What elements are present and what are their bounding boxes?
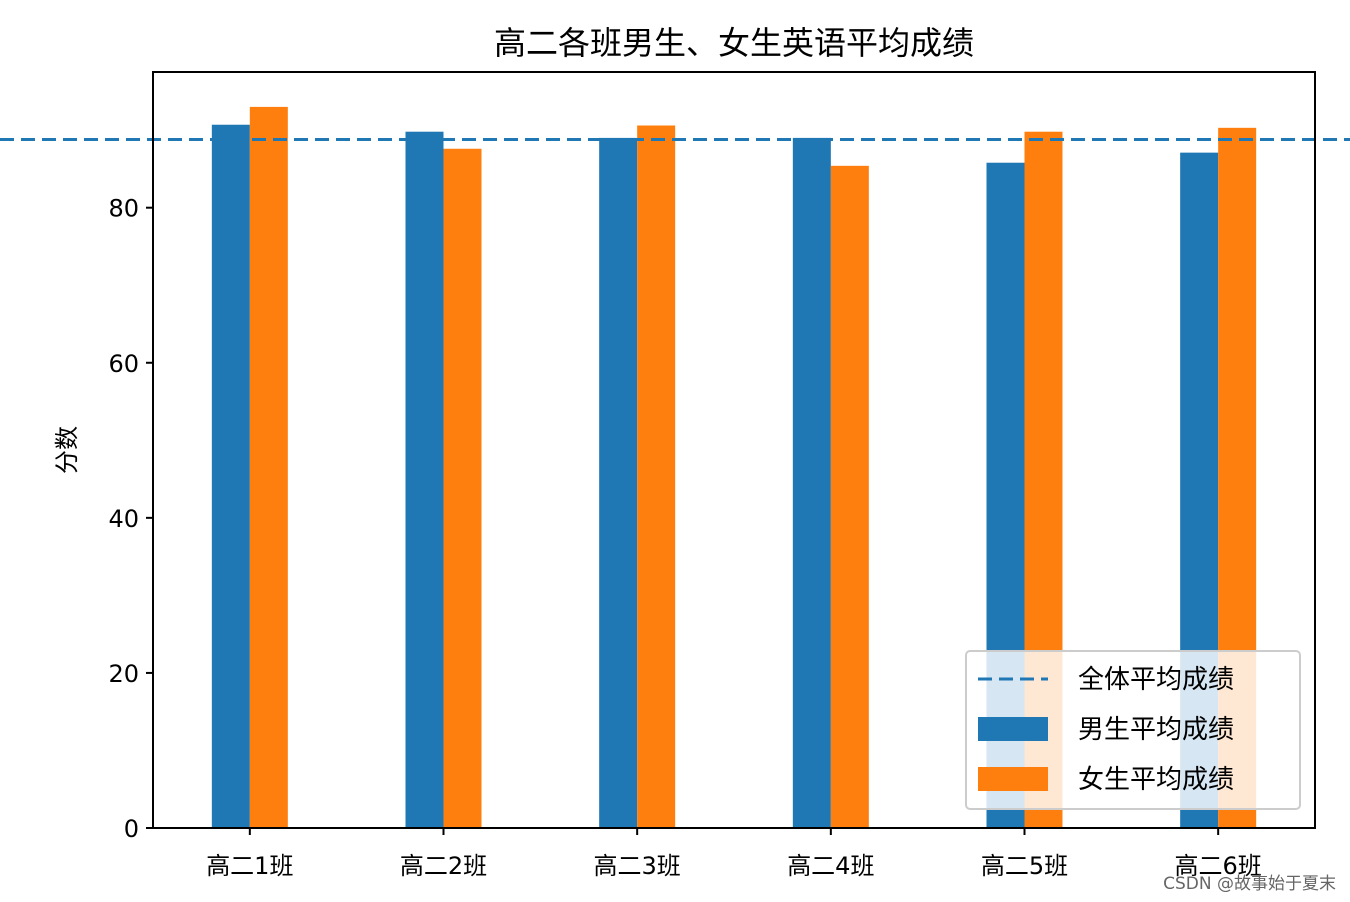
girls-bar-4	[830, 165, 869, 828]
boys-bar-3	[599, 137, 638, 828]
y-tick-label: 80	[108, 195, 139, 223]
chart-title: 高二各班男生、女生英语平均成绩	[494, 24, 974, 62]
axes-frame	[152, 71, 1316, 829]
legend-girls-label: 女生平均成绩	[1078, 765, 1234, 795]
x-tick-label: 高二5班	[981, 852, 1068, 880]
girls-bar-3	[637, 125, 676, 829]
legend-girls-swatch	[978, 767, 1048, 791]
y-tick-label: 20	[108, 660, 139, 688]
legend-boys-swatch	[978, 717, 1048, 741]
x-tick-label: 高二3班	[594, 852, 681, 880]
legend-boys-label: 男生平均成绩	[1078, 715, 1234, 745]
legend-overall-label: 全体平均成绩	[1078, 665, 1234, 695]
x-tick-label: 高二6班	[1175, 852, 1262, 880]
watermark: CSDN @故事始于夏末	[1163, 874, 1336, 894]
y-axis-label: 分数	[53, 426, 81, 474]
y-tick-label: 60	[108, 350, 139, 378]
x-tick-label: 高二1班	[206, 852, 293, 880]
girls-bar-2	[443, 148, 482, 829]
y-tick-label: 40	[108, 505, 139, 533]
x-tick-label: 高二2班	[400, 852, 487, 880]
boys-bar-1	[211, 124, 250, 829]
girls-bar-1	[249, 106, 288, 828]
legend-box	[965, 650, 1301, 810]
y-tick-label: 0	[124, 815, 139, 843]
boys-bar-2	[405, 131, 444, 829]
x-tick-label: 高二4班	[787, 852, 874, 880]
boys-bar-4	[792, 137, 831, 828]
